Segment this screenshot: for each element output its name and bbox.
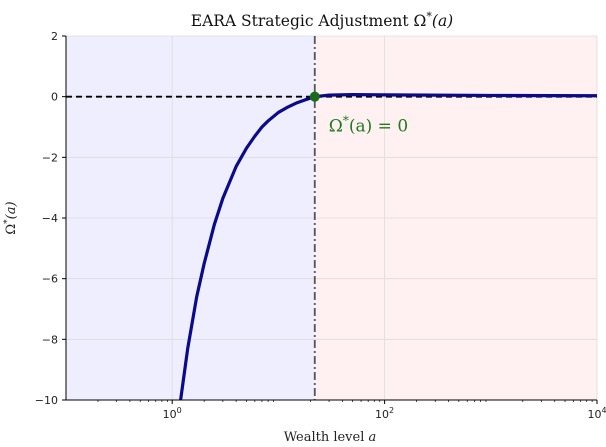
tick-labels: 2 0 −2 −4 −6 −8 −10 100 102 104 — [35, 30, 606, 421]
zero-crossing-marker — [309, 91, 320, 102]
axes — [62, 35, 598, 404]
y-tick-label-2: 0 — [51, 91, 58, 104]
x-axis-label: Wealth level a — [284, 430, 377, 445]
x-tick-label-2: 102 — [375, 406, 394, 421]
y-tick-label-1: 2 — [51, 30, 58, 43]
y-axis-label: Ω*(a) — [3, 201, 19, 234]
annotation-omega-zero: Ω*(a) = 0 — [329, 113, 408, 136]
x-tick-label-3: 104 — [587, 406, 606, 421]
y-tick-label-5: −6 — [42, 273, 58, 286]
y-tick-label-7: −10 — [35, 394, 58, 407]
y-tick-label-6: −8 — [42, 333, 58, 346]
y-tick-label-4: −4 — [42, 212, 58, 225]
series-line-1 — [179, 92, 598, 401]
chart-title: EARA Strategic Adjustment Ω*(a) — [191, 10, 453, 30]
grid — [66, 35, 598, 401]
series-layer — [179, 91, 598, 401]
y-tick-label-3: −2 — [42, 151, 58, 164]
x-tick-label-1: 100 — [163, 406, 182, 421]
